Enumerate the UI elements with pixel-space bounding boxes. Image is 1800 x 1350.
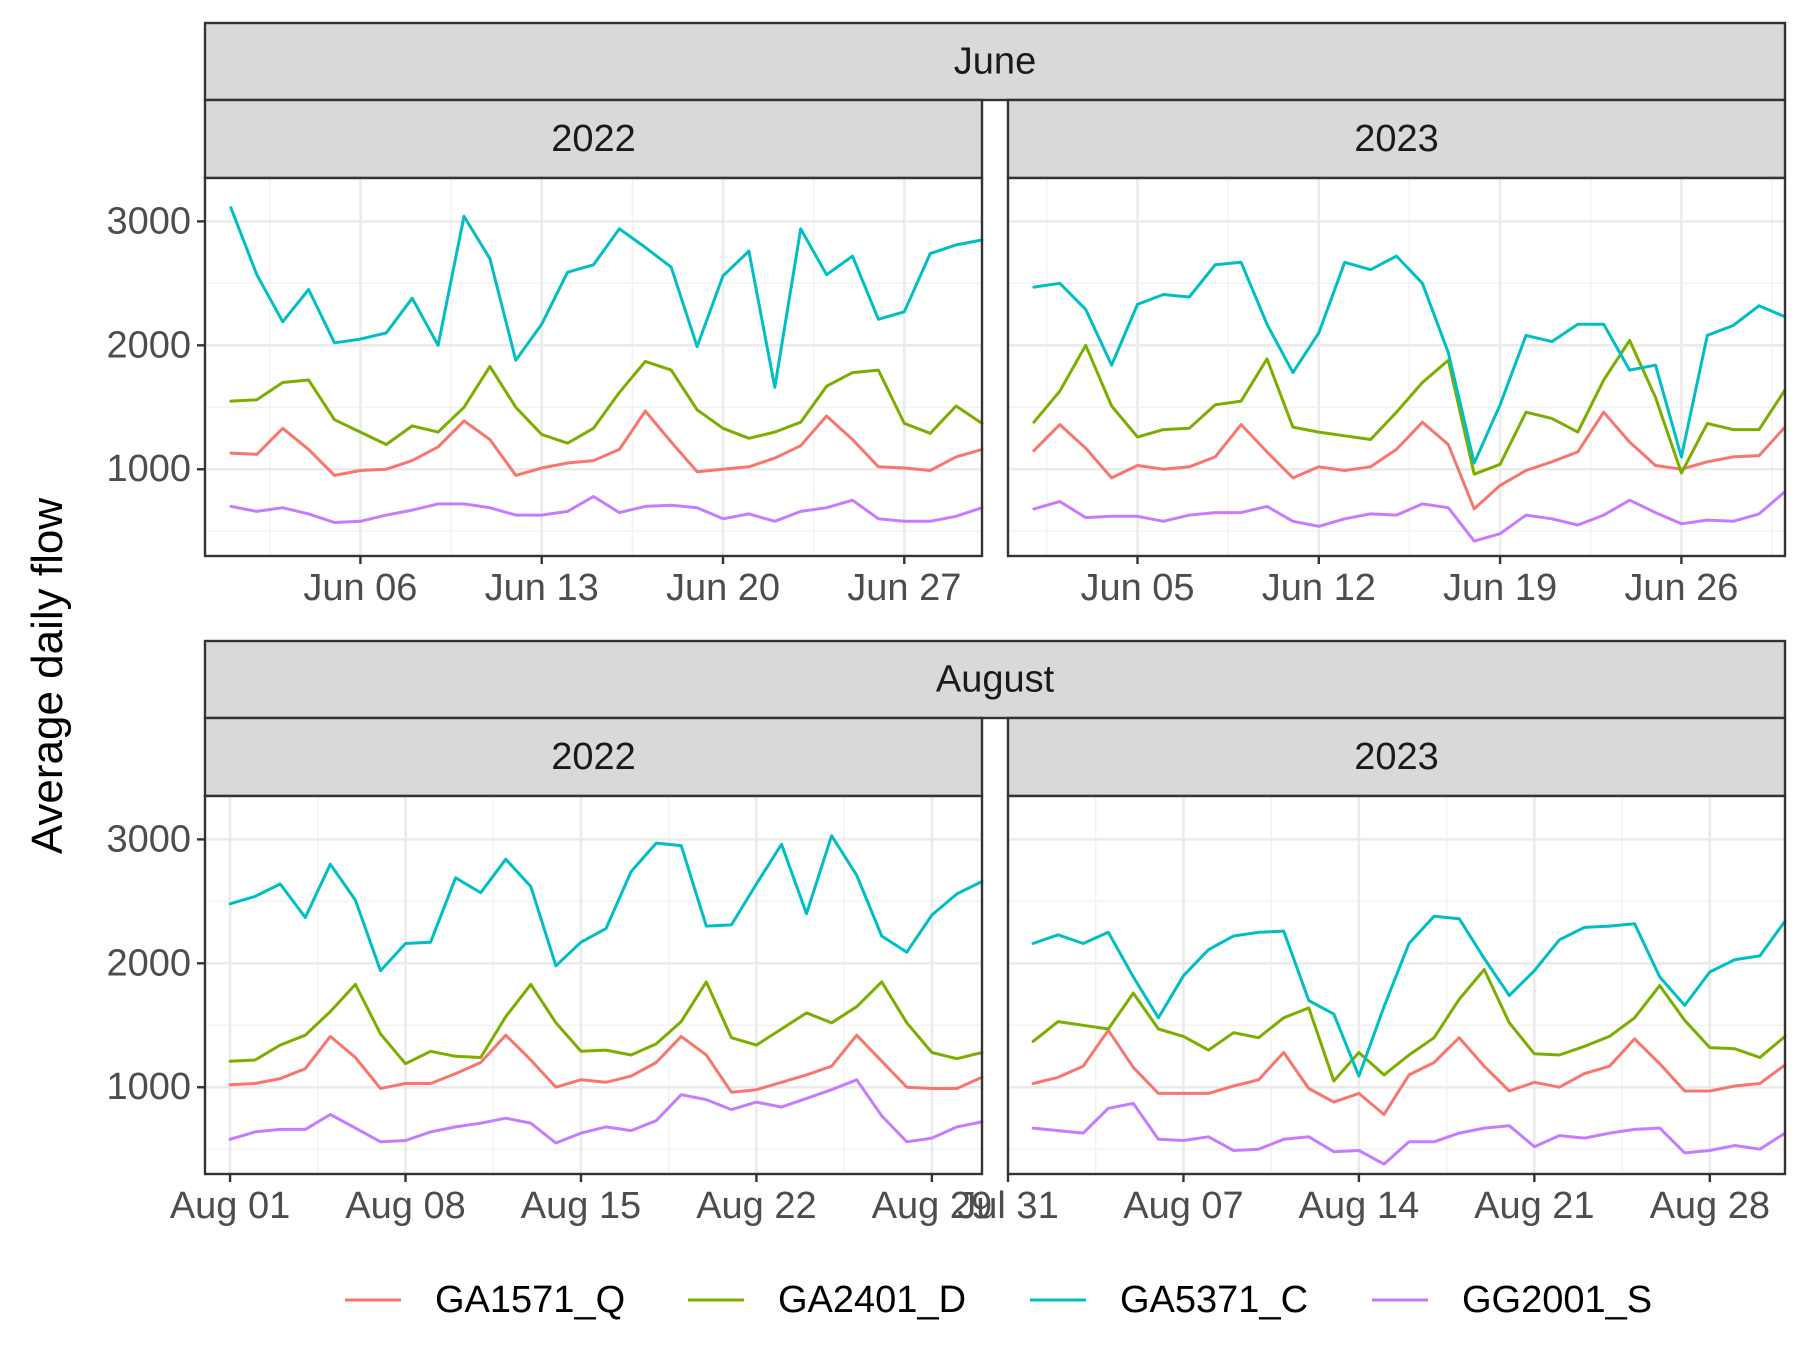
panel-june-2022: 2022 1000 2000 3000 Jun 06 Jun 13 Jun 20 Jun 27 (106, 98, 984, 609)
facet-panels: June 2022 1000 2000 3000 Jun 06 Jun 13 Jun 20 Ju… (106, 21, 1787, 1227)
legend-label: GA2401_D (778, 1279, 966, 1321)
month-facet-june: June 2022 1000 2000 3000 Jun 06 Jun 13 Jun 20 Ju… (106, 21, 1787, 609)
gridlines (1008, 178, 1785, 556)
panel-background (205, 796, 982, 1174)
x-tick-label: Aug 21 (1474, 1185, 1594, 1227)
month-strip (203, 21, 1787, 102)
x-tick-label: Jun 27 (847, 567, 961, 609)
year-strip-label: 2023 (1354, 118, 1439, 160)
series-line-gg2001_s (1032, 490, 1787, 543)
x-tick-label: Jun 06 (303, 567, 417, 609)
series-line-ga5371_c (229, 206, 984, 389)
x-tick-label: Aug 29 (872, 1185, 992, 1227)
legend-label: GA1571_Q (435, 1279, 625, 1321)
x-tick-label: Jun 19 (1443, 567, 1557, 609)
x-tick-label: Jun 13 (485, 567, 599, 609)
x-tick-label: Aug 28 (1650, 1185, 1770, 1227)
legend-item-ga1571_q: GA1571_Q (345, 1279, 625, 1321)
x-tick-label: Jul 31 (957, 1185, 1058, 1227)
legend-label: GG2001_S (1462, 1279, 1652, 1321)
panel-june-2023: 2023 Jun 05 Jun 12 Jun 19 Jun 26 (1006, 98, 1787, 609)
series-line-ga1571_q (228, 1033, 984, 1094)
panel-august-2023: 2023 Jul 31 Aug 07 Aug 14 Aug 21 Aug 28 (957, 716, 1787, 1227)
year-strip (1006, 98, 1787, 180)
month-strip-label: August (936, 659, 1055, 701)
y-tick-label: 2000 (106, 324, 191, 366)
y-tick-label: 2000 (106, 942, 191, 984)
x-tick-label: Aug 15 (521, 1185, 641, 1227)
y-tick-label: 3000 (106, 818, 191, 860)
panel-background (205, 178, 982, 556)
x-tick-label: Aug 14 (1299, 1185, 1419, 1227)
month-facet-august: August 2022 1000 2000 3000 Aug 01 Aug 08 Aug 15… (106, 639, 1787, 1227)
legend: GA1571_Q GA2401_D GA5371_C GG2001_S (345, 1279, 1652, 1321)
series-line-ga5371_c (1032, 254, 1787, 465)
x-tick-label: Aug 22 (696, 1185, 816, 1227)
year-strip (203, 716, 984, 798)
x-tick-label: Jun 26 (1624, 567, 1738, 609)
month-strip (203, 639, 1787, 720)
panel-border (203, 794, 984, 1176)
series-line-ga5371_c (1031, 914, 1787, 1078)
legend-label: GA5371_C (1120, 1279, 1308, 1321)
year-strip (1006, 716, 1787, 798)
year-strip (203, 98, 984, 180)
y-tick-label: 1000 (106, 1066, 191, 1108)
month-strip-label: June (954, 41, 1036, 83)
series-line-ga1571_q (1031, 1028, 1787, 1116)
gridlines (205, 178, 982, 556)
x-tick-label: Aug 07 (1123, 1185, 1243, 1227)
y-axis-label: Average daily flow (23, 498, 72, 855)
series-line-ga2401_d (229, 359, 984, 446)
y-tick-label: 3000 (106, 200, 191, 242)
series-line-ga2401_d (228, 980, 984, 1066)
legend-item-ga2401_d: GA2401_D (688, 1279, 966, 1321)
series-line-ga1571_q (1032, 410, 1787, 511)
x-tick-label: Aug 08 (345, 1185, 465, 1227)
x-tick-label: Jun 05 (1080, 567, 1194, 609)
year-strip-label: 2023 (1354, 736, 1439, 778)
x-tick-label: Aug 01 (170, 1185, 290, 1227)
panel-august-2022: 2022 1000 2000 3000 Aug 01 Aug 08 Aug 15 Aug 22… (106, 716, 992, 1227)
series-line-gg2001_s (229, 495, 984, 524)
legend-item-ga5371_c: GA5371_C (1030, 1279, 1308, 1321)
series-line-gg2001_s (228, 1078, 984, 1145)
panel-border (1006, 794, 1787, 1176)
gridlines (1006, 796, 1785, 1174)
panel-background (1008, 178, 1785, 556)
series-line-ga2401_d (1032, 338, 1787, 476)
x-tick-label: Jun 20 (666, 567, 780, 609)
gridlines (205, 796, 982, 1174)
panel-border (1006, 176, 1787, 558)
series-line-ga5371_c (228, 834, 984, 973)
y-tick-label: 1000 (106, 448, 191, 490)
panel-border (203, 176, 984, 558)
legend-item-gg2001_s: GG2001_S (1372, 1279, 1652, 1321)
x-tick-label: Jun 12 (1262, 567, 1376, 609)
series-line-ga1571_q (229, 409, 984, 477)
year-strip-label: 2022 (551, 736, 636, 778)
series-line-gg2001_s (1031, 1101, 1787, 1166)
year-strip-label: 2022 (551, 118, 636, 160)
series-line-ga2401_d (1031, 968, 1787, 1083)
